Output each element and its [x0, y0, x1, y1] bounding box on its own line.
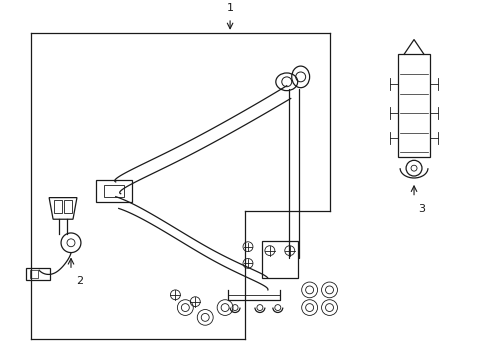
Bar	[103, 185, 123, 197]
Text: 3: 3	[417, 203, 424, 213]
Bar	[96, 180, 131, 202]
Bar	[30, 270, 38, 278]
Bar	[26, 268, 50, 280]
Text: 2: 2	[76, 276, 83, 286]
Bar	[397, 54, 429, 157]
Bar	[64, 199, 72, 213]
Bar	[54, 199, 62, 213]
Bar	[262, 241, 297, 278]
Text: 1: 1	[226, 3, 233, 13]
